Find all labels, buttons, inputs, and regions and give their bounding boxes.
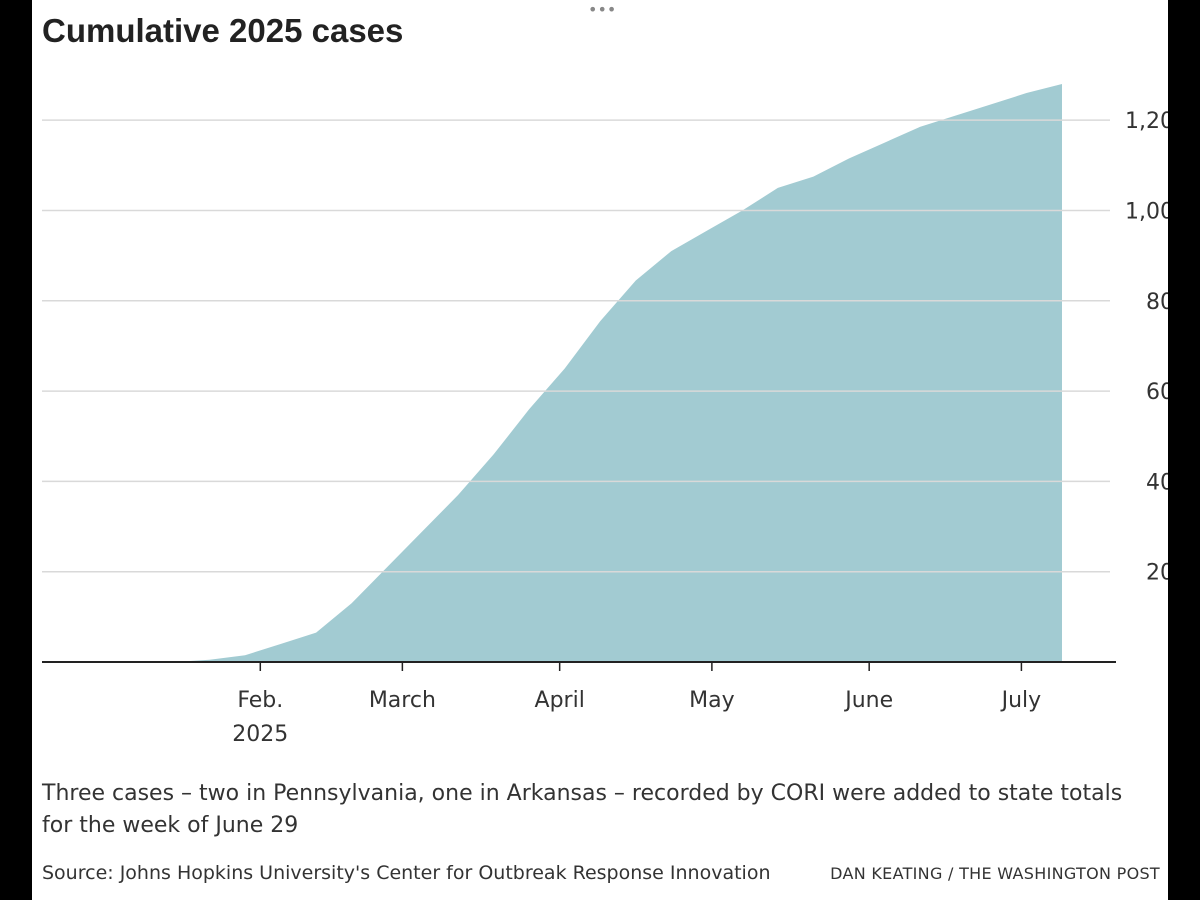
y-tick-label: 1,000 (1125, 199, 1168, 224)
y-tick-label: 800 (1146, 290, 1168, 315)
source-line: Source: Johns Hopkins University's Cente… (42, 862, 771, 884)
chart-note: Three cases – two in Pennsylvania, one i… (42, 781, 1123, 838)
y-tick-label: 1,200 (1125, 109, 1168, 134)
x-tick-year-label: 2025 (232, 722, 288, 747)
x-tick-label: May (689, 688, 734, 713)
drag-handle-icon[interactable]: ••• (588, 0, 617, 19)
y-tick-label: 400 (1146, 470, 1168, 495)
cases-area (138, 84, 1062, 663)
x-tick-label: March (369, 688, 436, 713)
chart-title: Cumulative 2025 cases (42, 12, 404, 49)
area-chart: 02004006008001,0001,200Feb.2025MarchApri… (42, 84, 1168, 747)
credit-line: DAN KEATING / THE WASHINGTON POST (830, 864, 1160, 883)
x-tick-label: July (1000, 688, 1042, 713)
x-tick-label: April (535, 688, 585, 713)
chart-panel: ••• Cumulative 2025 cases 02004006008001… (32, 0, 1168, 900)
y-tick-label: 200 (1146, 561, 1168, 586)
x-tick-label: June (843, 688, 893, 713)
x-tick-label: Feb. (237, 688, 283, 713)
y-tick-label: 600 (1146, 380, 1168, 405)
